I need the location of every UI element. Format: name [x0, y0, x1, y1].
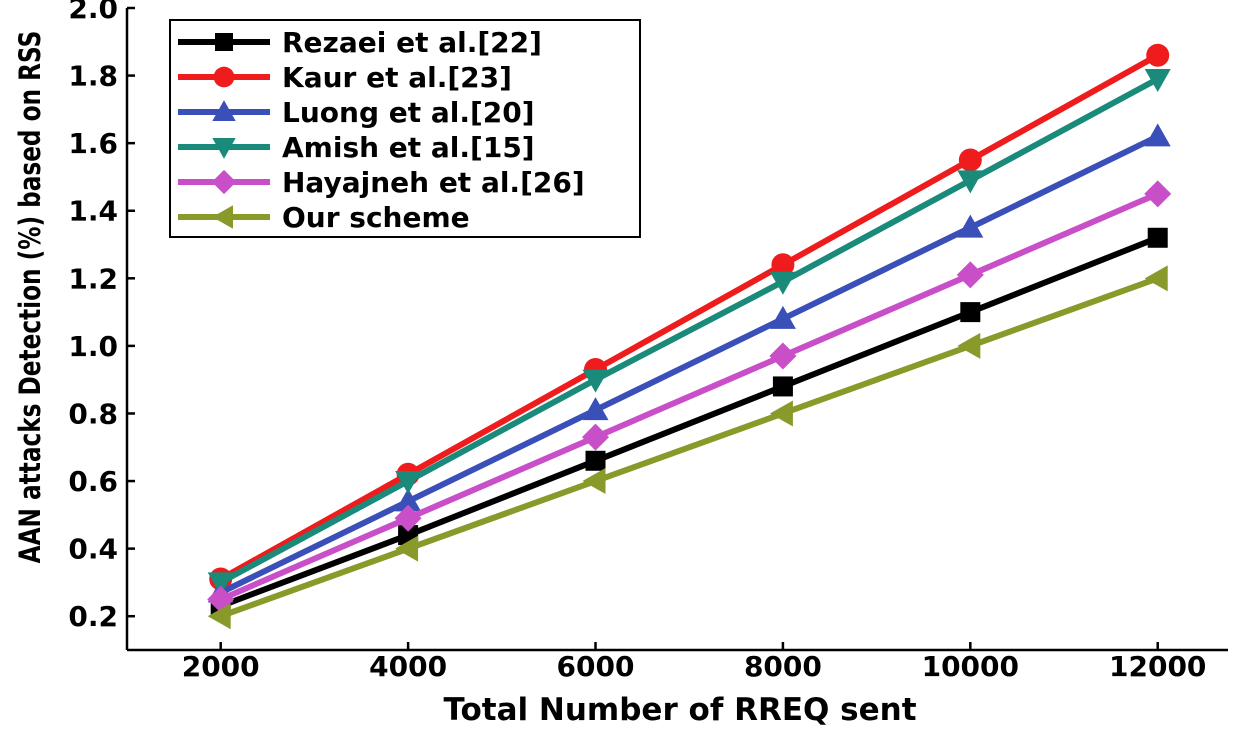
legend-marker — [212, 138, 236, 159]
series-0 — [210, 227, 1168, 617]
y-tick-label: 2.0 — [68, 0, 118, 25]
series-group — [207, 43, 1172, 630]
x-ticks: 2000 4000 6000 8000 10000 12000 — [182, 642, 1206, 683]
data-point — [771, 253, 795, 277]
data-point — [582, 423, 610, 451]
legend-marker — [212, 100, 236, 121]
data-point — [207, 603, 231, 630]
data-point — [1147, 227, 1168, 248]
x-tick-label: 6000 — [557, 650, 635, 683]
series-line — [219, 275, 1159, 620]
data-point — [769, 305, 796, 329]
series-3 — [207, 68, 1171, 596]
y-tick-label: 1.2 — [68, 262, 118, 295]
y-tick-label: 0.4 — [68, 533, 118, 566]
data-point — [1146, 43, 1170, 67]
legend-marker — [211, 169, 237, 195]
y-tick-label: 1.4 — [68, 195, 118, 228]
data-point — [1144, 180, 1172, 208]
legend-label: Our scheme — [282, 201, 470, 234]
y-tick-label: 0.8 — [68, 397, 118, 430]
series-5 — [207, 265, 1168, 630]
series-line — [219, 52, 1160, 582]
legend-label: Amish et al.[15] — [282, 131, 535, 164]
data-point — [769, 271, 796, 295]
data-point — [957, 170, 984, 194]
data-point — [957, 332, 981, 359]
legend-box — [169, 19, 641, 238]
y-axis-label: AAN attacks Detection (%) based on RSS — [15, 31, 48, 564]
legend-marker — [212, 205, 233, 229]
data-point — [1144, 68, 1171, 92]
data-point — [582, 397, 609, 421]
data-point — [769, 342, 797, 370]
legend-label: Rezaei et al.[22] — [282, 26, 542, 59]
data-point — [769, 400, 793, 427]
data-point — [960, 302, 981, 323]
x-tick-label: 2000 — [182, 650, 260, 683]
legend-label: Kaur et al.[23] — [282, 61, 512, 94]
data-point — [582, 369, 609, 393]
x-tick-label: 10000 — [922, 650, 1019, 683]
x-axis-label: Total Number of RREQ sent — [443, 692, 916, 728]
data-point — [585, 450, 606, 471]
series-4 — [207, 180, 1172, 613]
legend-label: Luong et al.[20] — [282, 96, 535, 129]
y-ticks: 0.2 0.4 0.6 0.8 1.0 1.2 1.4 1.6 1.8 2.0 — [68, 0, 135, 633]
series-line — [219, 76, 1160, 586]
y-tick-label: 1.8 — [68, 60, 118, 93]
data-point — [395, 535, 419, 562]
data-point — [395, 488, 422, 512]
legend-marker — [213, 66, 235, 88]
y-tick-label: 0.2 — [68, 600, 118, 633]
x-tick-label: 8000 — [744, 650, 822, 683]
x-tick-label: 12000 — [1109, 650, 1206, 683]
legend-label: Hayajneh et al.[26] — [282, 166, 585, 199]
data-point — [956, 261, 984, 289]
x-tick-label: 4000 — [369, 650, 447, 683]
data-point — [582, 468, 606, 495]
data-point — [395, 471, 422, 495]
y-tick-label: 1.6 — [68, 127, 118, 160]
data-point — [1144, 123, 1171, 147]
series-line — [219, 191, 1159, 603]
data-point — [394, 504, 422, 532]
series-line — [219, 234, 1159, 609]
data-point — [1144, 265, 1168, 292]
legend-marker — [215, 33, 233, 51]
y-tick-label: 0.6 — [68, 465, 118, 498]
series-line — [219, 133, 1160, 596]
y-tick-label: 1.0 — [68, 330, 118, 363]
data-point — [958, 148, 982, 172]
axes — [125, 8, 1228, 652]
data-point — [957, 214, 984, 238]
data-point — [207, 572, 234, 596]
data-point — [772, 376, 793, 397]
legend: Rezaei et al.[22]Kaur et al.[23]Luong et… — [169, 19, 641, 238]
